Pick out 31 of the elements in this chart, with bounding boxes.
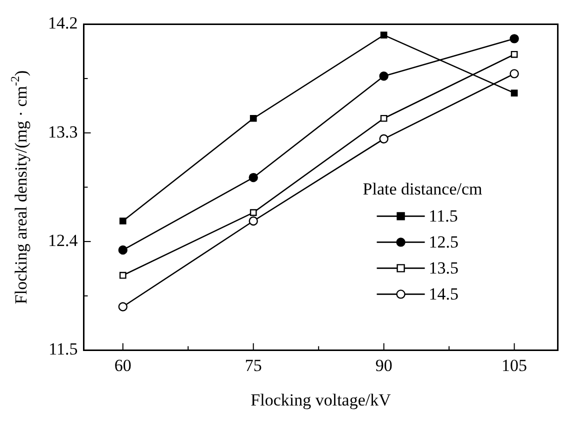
point [510,90,518,96]
point [380,114,388,122]
point [118,302,128,312]
point [119,218,126,224]
point [380,32,388,38]
point [248,216,258,226]
point [510,34,519,44]
point [250,209,257,216]
y-tick-label: 11.5 [48,340,78,359]
x-tick-label: 90 [375,356,392,375]
x-tick-label: 105 [502,356,528,375]
y-tick-label: 13.3 [48,122,78,142]
y-tick-label: 14.2 [48,14,78,33]
legend-label: 14.5 [428,284,459,304]
x-axis-title: Flocking voltage/kV [250,390,392,410]
y-axis-title: Flocking areal density/(mg · cm-2) [8,70,30,304]
legend-label: 12.5 [428,232,459,252]
point [250,114,257,122]
x-tick-label: 75 [244,356,262,375]
point [118,245,128,255]
point [379,134,388,144]
point [510,69,519,78]
point [510,50,518,58]
legend-label: 13.5 [428,258,459,278]
x-tick-label: 60 [114,356,132,375]
point [119,272,126,279]
legend-title: Plate distance/cm [362,180,482,199]
point [248,172,258,182]
legend-label: 11.5 [428,206,458,226]
y-tick-label: 12.4 [48,231,78,250]
point [379,72,388,81]
